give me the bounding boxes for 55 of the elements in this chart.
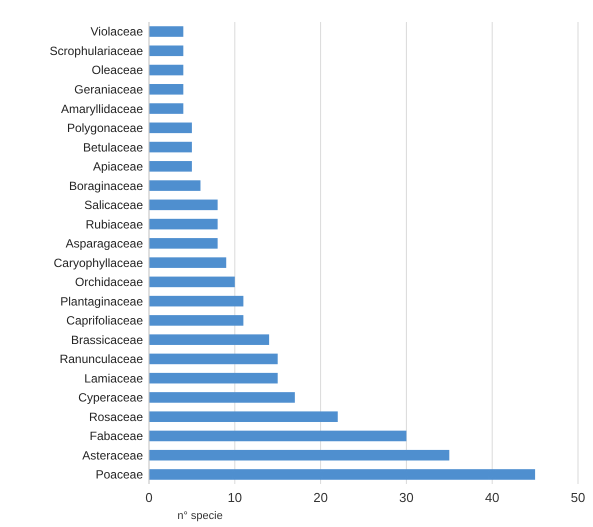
bar <box>149 276 235 288</box>
y-tick-label: Geraniaceae <box>74 82 144 97</box>
bar <box>149 296 244 306</box>
y-tick-label: Caprifoliaceae <box>66 314 144 328</box>
y-tick-label: Boraginaceae <box>68 178 144 193</box>
bar <box>149 411 338 422</box>
bar <box>149 218 218 230</box>
bar <box>149 450 450 461</box>
y-tick-label: Amaryllidaceae <box>60 102 144 116</box>
x-tick-label: 20 <box>313 490 328 505</box>
bar <box>149 64 184 76</box>
bar <box>149 392 295 403</box>
bar <box>149 257 226 268</box>
bar <box>149 430 406 442</box>
bar <box>149 122 192 134</box>
x-tick-label: 10 <box>228 490 242 505</box>
x-tick-label: 50 <box>570 490 586 505</box>
y-tick-label: Polygonaceae <box>66 121 144 136</box>
y-tick-label: Rubiaceae <box>86 217 144 232</box>
x-tick-label: 0 <box>145 490 153 505</box>
y-tick-label: Cyperaceae <box>78 390 144 405</box>
y-tick-label: Salicaceae <box>84 198 144 212</box>
y-tick-label: Oleaceae <box>92 63 144 78</box>
y-tick-label: Asparagaceae <box>66 236 144 251</box>
y-tick-label: Scrophulariaceae <box>50 44 144 58</box>
y-tick-label: Brassicaceae <box>70 332 144 347</box>
bar <box>149 142 192 152</box>
bar <box>149 200 218 210</box>
bar <box>149 161 192 172</box>
y-tick-label: Fabaceae <box>90 429 144 444</box>
bar <box>149 372 278 384</box>
x-axis-title: n° specie <box>177 510 223 522</box>
bar <box>149 84 184 95</box>
x-tick-label: 40 <box>484 490 500 505</box>
bar <box>149 238 218 249</box>
y-tick-label: Apiaceae <box>92 160 144 174</box>
bar <box>149 334 270 345</box>
y-tick-label: Violaceae <box>90 24 144 39</box>
bar <box>149 469 536 480</box>
x-tick-label: 30 <box>399 490 414 505</box>
bar <box>149 103 184 114</box>
y-tick-label: Orchidaceae <box>74 275 144 290</box>
y-tick-label: Plantaginaceae <box>60 294 144 308</box>
bar <box>149 315 244 326</box>
y-tick-label: Rosaceae <box>88 410 144 424</box>
bar <box>149 45 184 56</box>
y-tick-label: Poaceae <box>96 468 144 482</box>
bar <box>149 180 200 191</box>
bar <box>149 354 278 364</box>
y-tick-label: Ranunculaceae <box>60 352 144 366</box>
y-tick-label: Caryophyllaceae <box>54 256 144 270</box>
y-tick-label: Lamiaceae <box>84 371 144 386</box>
bar <box>149 26 184 37</box>
y-tick-label: Betulaceae <box>82 140 144 154</box>
y-tick-label: Asteraceae <box>82 448 144 462</box>
